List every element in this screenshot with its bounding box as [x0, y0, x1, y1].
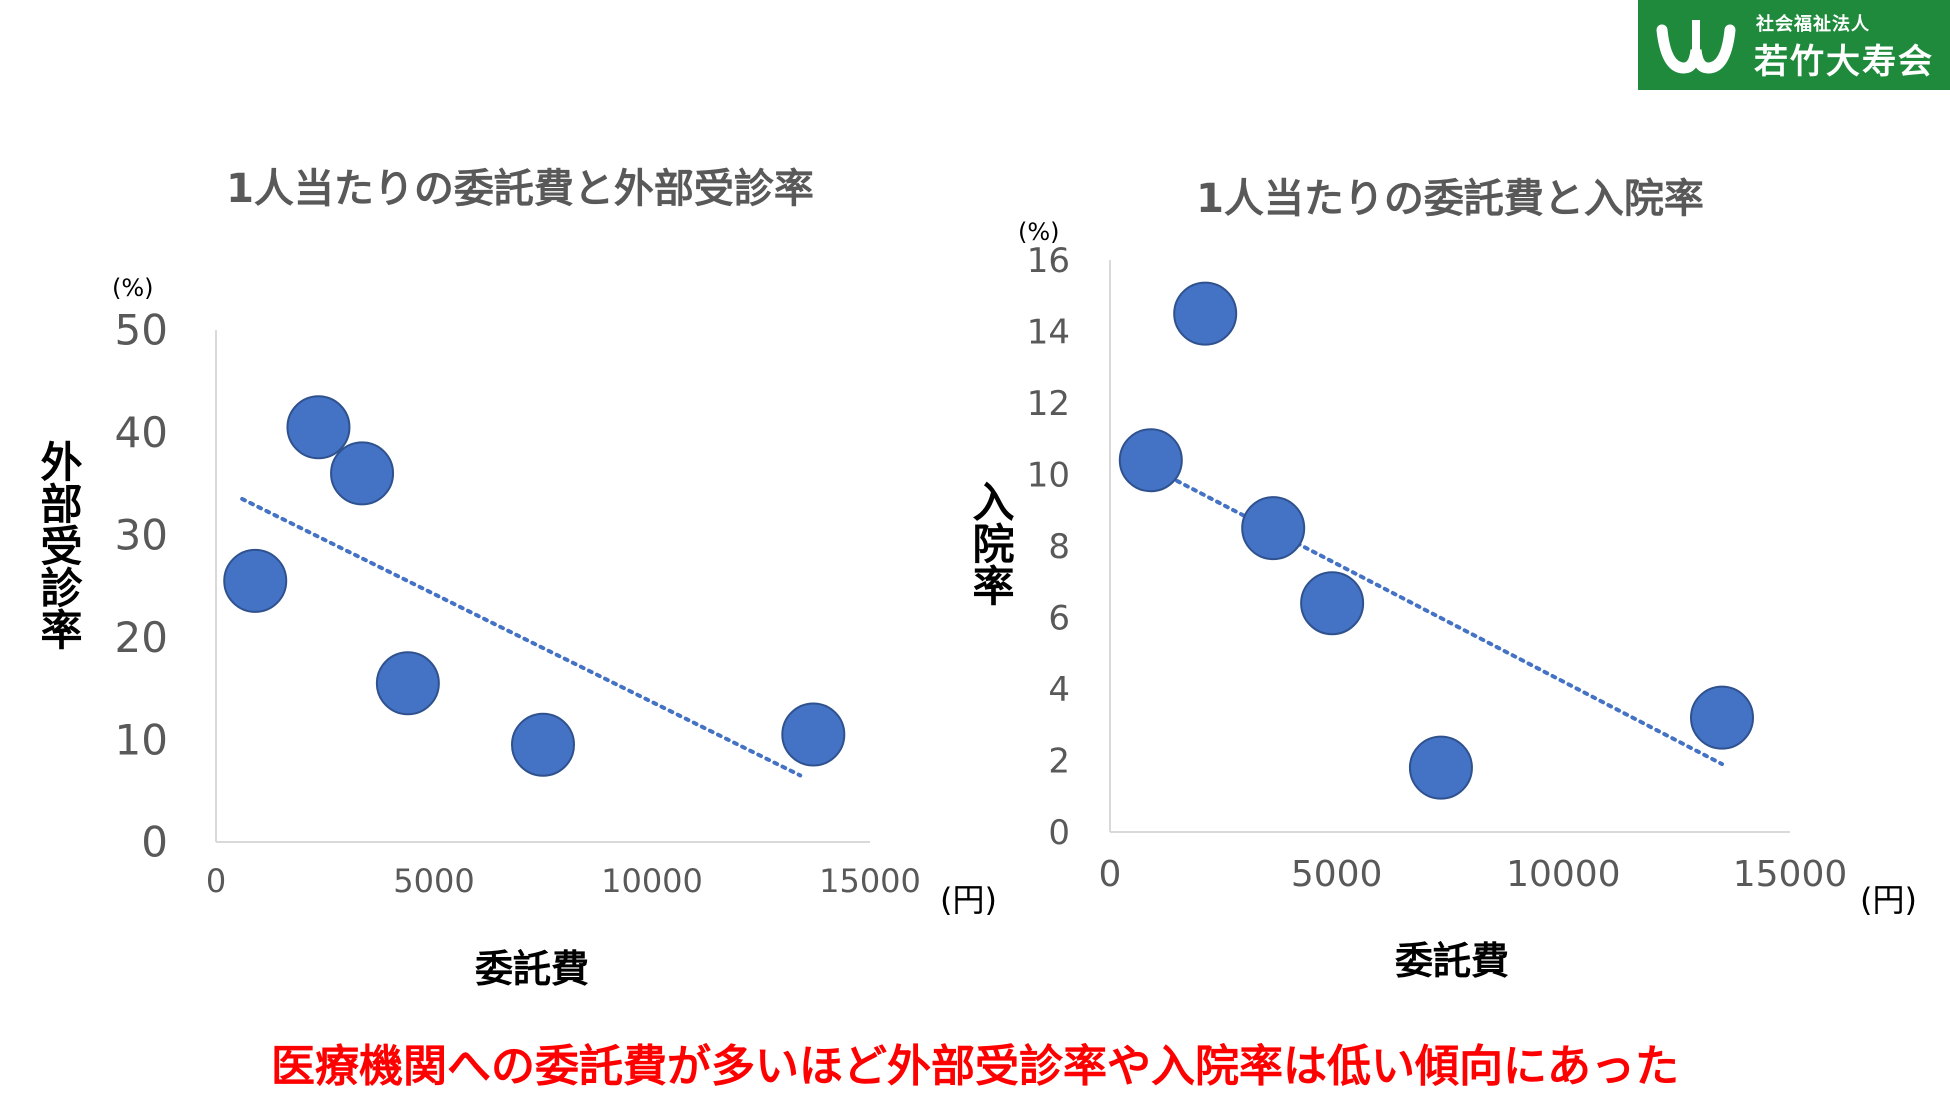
chart2-y-tick-label: 2	[1048, 741, 1070, 781]
chart2-y-tick-label: 16	[1027, 241, 1070, 281]
chart2-y-tick-label: 6	[1048, 598, 1070, 638]
chart2-trendline	[1135, 458, 1724, 767]
chart2-y-tick-label: 12	[1027, 384, 1070, 424]
chart2-x-unit: (円)	[1860, 881, 1917, 919]
chart1-y-tick-label: 40	[115, 408, 168, 457]
chart2-x-tick-label: 5000	[1291, 854, 1383, 895]
chart2-x-tick-label: 0	[1099, 854, 1122, 895]
chart1-data-point	[375, 651, 440, 716]
chart1-x-axis-label: 委託費	[475, 947, 590, 991]
logo-badge: 社会福祉法人 若竹大寿会	[1638, 0, 1950, 90]
chart1-x-tick-label: 0	[206, 862, 226, 900]
chart2-data-point	[1408, 735, 1473, 800]
chart2-y-tick-label: 8	[1048, 527, 1070, 567]
chart2-data-point	[1173, 281, 1238, 346]
chart2-data-point	[1241, 496, 1306, 561]
chart1-x-unit: (円)	[940, 881, 997, 919]
chart1-data-point	[330, 441, 395, 506]
chart1-x-tick-label: 15000	[819, 862, 921, 900]
chart2-title: 1人当たりの委託費と入院率	[1196, 176, 1704, 222]
chart2-x-tick-label: 15000	[1733, 854, 1848, 895]
chart2-data-point	[1690, 685, 1754, 750]
chart1-y-tick-label: 50	[115, 306, 168, 355]
chart1-x-tick-label: 10000	[601, 862, 703, 900]
chart2-y-axis-label: 入院率	[966, 480, 1015, 606]
org-name: 若竹大寿会	[1754, 42, 1934, 82]
chart1-y-tick-label: 10	[115, 715, 168, 764]
chart1-y-tick-label: 20	[115, 613, 168, 662]
conclusion-text: 医療機関への委託費が多いほど外部受診率や入院率は低い傾向にあった	[271, 1041, 1679, 1092]
chart2-data-point	[1300, 571, 1365, 636]
chart1-y-tick-label: 30	[115, 511, 168, 560]
chart2-y-tick-label: 14	[1027, 312, 1070, 352]
chart2-y-tick-label: 4	[1048, 670, 1070, 710]
chart2-data-point	[1118, 428, 1183, 493]
chart2-y-unit: (%)	[1018, 218, 1060, 246]
chart2-x-axis-label: 委託費	[1395, 939, 1510, 983]
chart1-y-unit: (%)	[112, 274, 154, 302]
chart1-x-tick-label: 5000	[393, 862, 474, 900]
chart2-y-tick-label: 0	[1048, 813, 1070, 853]
org-type: 社会福祉法人	[1756, 14, 1870, 35]
chart2-x-tick-label: 10000	[1506, 854, 1621, 895]
chart1-trendline	[240, 496, 803, 778]
chart1-data-point	[286, 395, 351, 460]
chart2-y-tick-label: 10	[1027, 455, 1070, 495]
chart1-y-tick-label: 0	[141, 818, 168, 867]
chart1-y-axis-label: 外部受診率	[34, 440, 83, 650]
w-logo-icon	[1656, 20, 1736, 74]
chart1-data-point	[781, 702, 846, 767]
chart1-title: 1人当たりの委託費と外部受診率	[226, 166, 814, 212]
chart1-data-point	[223, 548, 288, 613]
chart1-data-point	[511, 712, 575, 777]
